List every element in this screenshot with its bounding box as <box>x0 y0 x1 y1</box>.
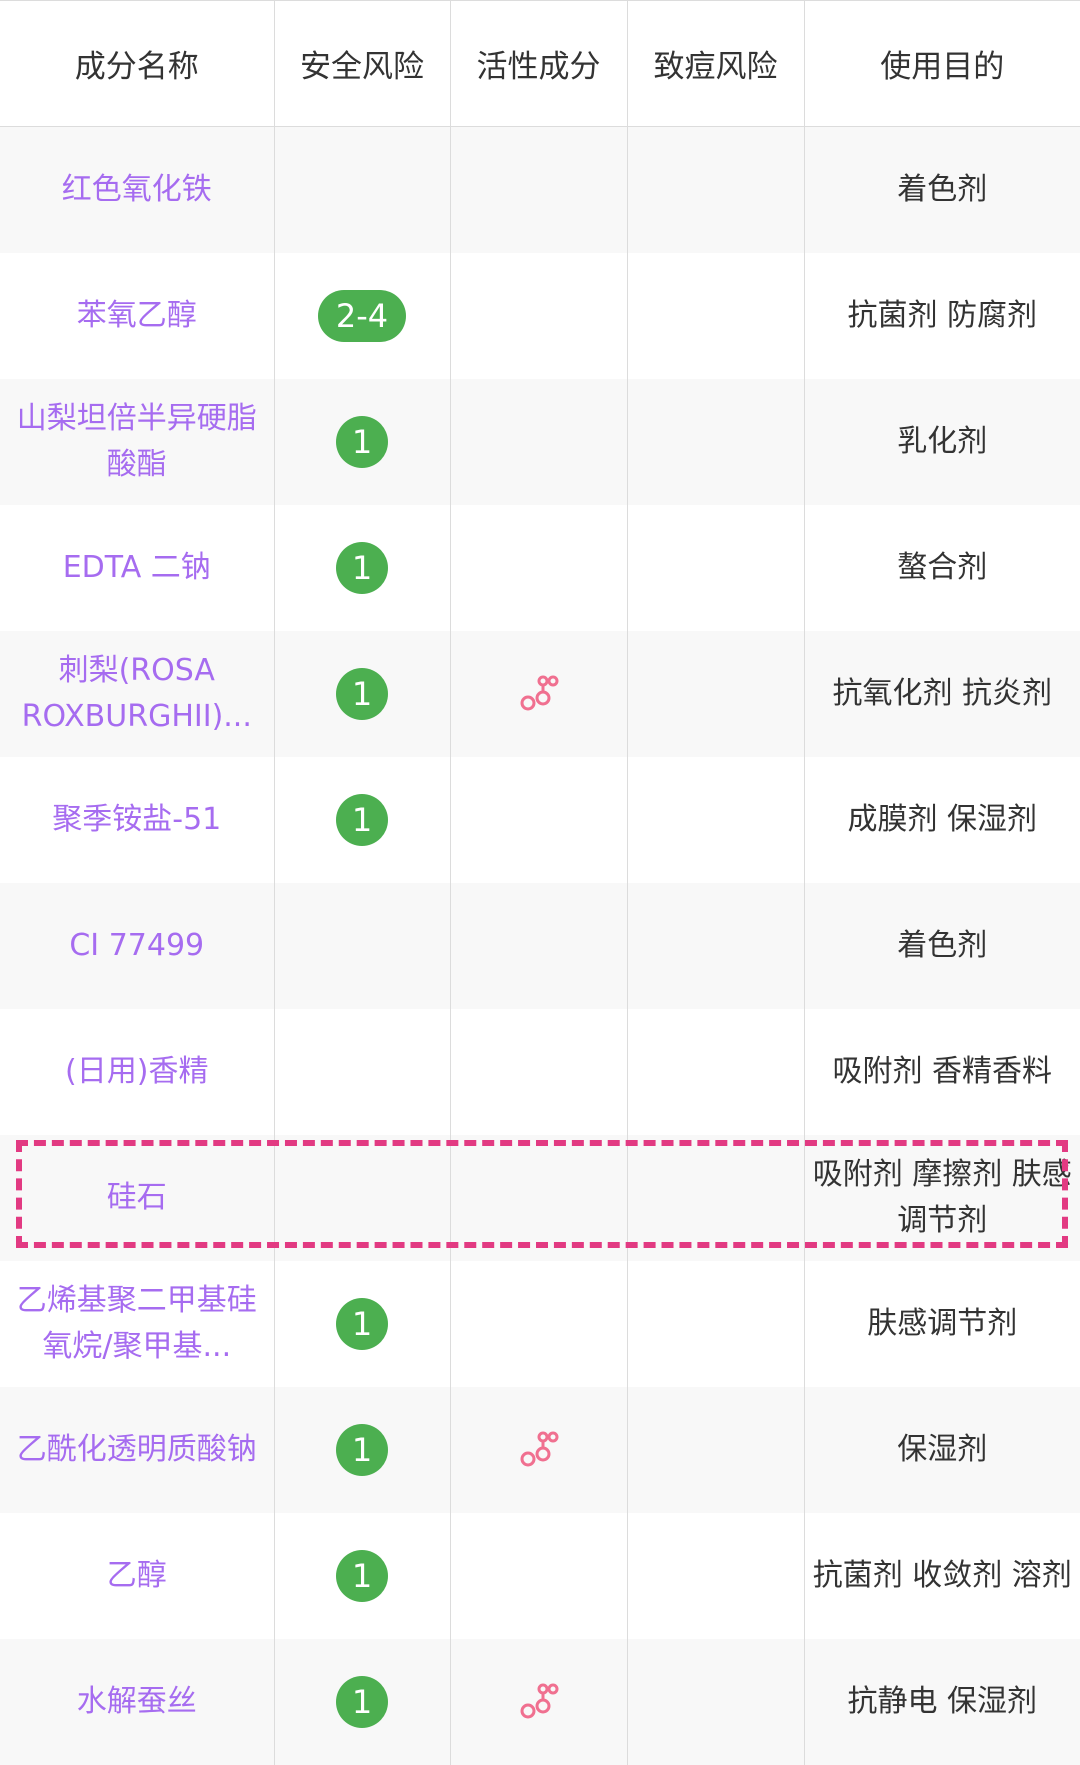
table-row[interactable]: 水解蚕丝 1 抗静电 保湿剂 <box>0 1638 1080 1765</box>
safety-cell: 1 <box>273 1386 450 1513</box>
table-row[interactable]: CI 77499 着色剂 <box>0 882 1080 1009</box>
safety-badge: 1 <box>336 1423 388 1476</box>
active-cell <box>449 1008 627 1135</box>
ingredient-name-link[interactable]: 红色氧化铁 <box>61 171 212 207</box>
table-row[interactable]: 乙醇 1 抗菌剂 收敛剂 溶剂 <box>0 1512 1080 1639</box>
table-row[interactable]: 硅石 吸附剂 摩擦剂 肤感调节剂 <box>0 1134 1080 1261</box>
safety-cell: 2-4 <box>273 252 450 379</box>
table-row[interactable]: 苯氧乙醇 2-4 抗菌剂 防腐剂 <box>0 252 1080 379</box>
safety-cell: 1 <box>273 504 450 631</box>
safety-badge: 1 <box>336 415 388 468</box>
acne-cell <box>626 252 804 379</box>
active-cell <box>449 1638 627 1765</box>
safety-cell <box>273 1134 450 1261</box>
ingredient-name-link[interactable]: 水解蚕丝 <box>76 1683 197 1719</box>
ingredient-name-link[interactable]: 硅石 <box>106 1179 167 1215</box>
table-row[interactable]: EDTA 二钠 1 螯合剂 <box>0 504 1080 631</box>
active-cell <box>449 126 627 253</box>
ingredient-name-link[interactable]: 乙酰化透明质酸钠 <box>16 1431 257 1467</box>
acne-cell <box>626 630 804 757</box>
safety-cell: 1 <box>273 378 450 505</box>
header-name: 成分名称 <box>74 49 199 85</box>
purpose-cell: 吸附剂 摩擦剂 肤感调节剂 <box>803 1134 1080 1261</box>
table-row[interactable]: 聚季铵盐-51 1 成膜剂 保湿剂 <box>0 756 1080 883</box>
purpose-cell: 吸附剂 香精香料 <box>803 1008 1080 1135</box>
ingredient-name-link[interactable]: 刺梨(ROSA ROXBURGHII)... <box>21 652 252 734</box>
safety-cell: 1 <box>273 630 450 757</box>
safety-badge: 1 <box>336 541 388 594</box>
purpose-cell: 肤感调节剂 <box>803 1260 1080 1387</box>
purpose-cell: 抗菌剂 防腐剂 <box>803 252 1080 379</box>
molecule-icon <box>519 1431 559 1472</box>
purpose-cell: 抗静电 保湿剂 <box>803 1638 1080 1765</box>
safety-cell <box>273 1008 450 1135</box>
active-cell <box>449 378 627 505</box>
safety-cell: 1 <box>273 1512 450 1639</box>
purpose-cell: 着色剂 <box>803 126 1080 253</box>
table-row[interactable]: 红色氧化铁 着色剂 <box>0 126 1080 253</box>
acne-cell <box>626 756 804 883</box>
acne-cell <box>626 126 804 253</box>
safety-cell <box>273 882 450 1009</box>
purpose-cell: 抗菌剂 收敛剂 溶剂 <box>803 1512 1080 1639</box>
active-cell <box>449 1260 627 1387</box>
safety-badge: 1 <box>336 1675 388 1728</box>
ingredient-name-link[interactable]: EDTA 二钠 <box>62 549 211 585</box>
ingredient-name-link[interactable]: 苯氧乙醇 <box>76 297 197 333</box>
table-row[interactable]: 乙烯基聚二甲基硅氧烷/聚甲基... 1 肤感调节剂 <box>0 1260 1080 1387</box>
safety-badge: 1 <box>336 667 388 720</box>
table-row[interactable]: 乙酰化透明质酸钠 1 保湿剂 <box>0 1386 1080 1513</box>
molecule-icon <box>519 675 559 716</box>
active-cell <box>449 1386 627 1513</box>
table-header: 成分名称 安全风险 活性成分 致痘风险 使用目的 <box>0 0 1080 127</box>
table-row[interactable]: 山梨坦倍半异硬脂酸酯 1 乳化剂 <box>0 378 1080 505</box>
safety-cell: 1 <box>273 1638 450 1765</box>
purpose-cell: 着色剂 <box>803 882 1080 1009</box>
purpose-cell: 成膜剂 保湿剂 <box>803 756 1080 883</box>
safety-cell: 1 <box>273 1260 450 1387</box>
active-cell <box>449 252 627 379</box>
purpose-cell: 乳化剂 <box>803 378 1080 505</box>
header-purpose: 使用目的 <box>803 0 1080 127</box>
ingredient-name-link[interactable]: CI 77499 <box>69 927 205 963</box>
safety-badge: 2-4 <box>317 289 407 342</box>
active-cell <box>449 882 627 1009</box>
safety-cell <box>273 126 450 253</box>
acne-cell <box>626 378 804 505</box>
ingredient-name-link[interactable]: 乙烯基聚二甲基硅氧烷/聚甲基... <box>16 1282 257 1364</box>
acne-cell <box>626 1260 804 1387</box>
safety-badge: 1 <box>336 1297 388 1350</box>
safety-badge: 1 <box>336 793 388 846</box>
active-cell <box>449 756 627 883</box>
acne-cell <box>626 1512 804 1639</box>
molecule-icon <box>519 1683 559 1724</box>
acne-cell <box>626 504 804 631</box>
purpose-cell: 保湿剂 <box>803 1386 1080 1513</box>
active-cell <box>449 504 627 631</box>
safety-cell: 1 <box>273 756 450 883</box>
header-acne: 致痘风险 <box>626 0 804 127</box>
acne-cell <box>626 1638 804 1765</box>
purpose-cell: 抗氧化剂 抗炎剂 <box>803 630 1080 757</box>
active-cell <box>449 1134 627 1261</box>
ingredient-name-link[interactable]: 聚季铵盐-51 <box>52 801 222 837</box>
acne-cell <box>626 1008 804 1135</box>
table-row[interactable]: (日用)香精 吸附剂 香精香料 <box>0 1008 1080 1135</box>
active-cell <box>449 630 627 757</box>
table-row[interactable]: 刺梨(ROSA ROXBURGHII)... 1 抗氧化剂 抗炎剂 <box>0 630 1080 757</box>
acne-cell <box>626 1386 804 1513</box>
ingredient-name-link[interactable]: 山梨坦倍半异硬脂酸酯 <box>16 400 257 482</box>
acne-cell <box>626 1134 804 1261</box>
header-safety: 安全风险 <box>273 0 450 127</box>
acne-cell <box>626 882 804 1009</box>
ingredient-name-link[interactable]: 乙醇 <box>106 1557 167 1593</box>
active-cell <box>449 1512 627 1639</box>
header-active: 活性成分 <box>449 0 627 127</box>
safety-badge: 1 <box>336 1549 388 1602</box>
purpose-cell: 螯合剂 <box>803 504 1080 631</box>
ingredient-name-link[interactable]: (日用)香精 <box>65 1053 209 1089</box>
